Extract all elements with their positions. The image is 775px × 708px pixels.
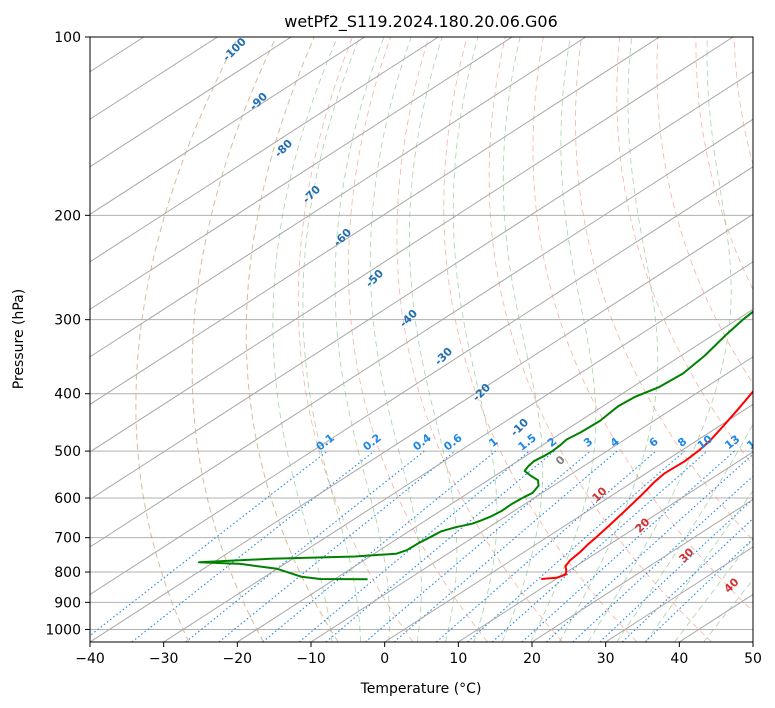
plot-area: 0.10.20.40.611.52346810131620253036-100-…	[90, 37, 764, 642]
y-tick-label: 300	[54, 313, 81, 329]
isotherm-line	[90, 37, 660, 405]
mixing-ratio-line	[90, 450, 328, 637]
isotherm-line	[163, 261, 753, 642]
x-tick-label: 40	[670, 651, 688, 667]
dry-adiabat-line	[348, 37, 488, 642]
x-tick-label: −30	[149, 651, 179, 667]
x-tick-label: 10	[449, 651, 467, 667]
y-tick-label: 200	[54, 208, 81, 224]
moist-adiabat-line	[703, 578, 753, 642]
x-tick-label: −20	[223, 651, 253, 667]
moist-adiabat-line	[587, 37, 732, 642]
mixing-ratio-label: 16	[744, 432, 764, 452]
moist-adiabat-line	[452, 37, 498, 642]
y-tick-label: 1000	[45, 622, 81, 638]
dry-adiabat-line	[191, 37, 277, 642]
moist-adiabat-line	[272, 37, 338, 642]
dry-adiabat-line	[297, 37, 414, 642]
x-tick-label: 50	[744, 651, 762, 667]
dry-adiabat-line	[245, 37, 339, 642]
dry-adiabat-line	[396, 37, 563, 642]
moist-adiabat-line	[334, 37, 390, 642]
skewed-isotherms	[90, 37, 753, 642]
dry-adiabat-line	[532, 37, 753, 612]
isotherm-line	[310, 356, 753, 642]
x-tick-label: 20	[523, 651, 541, 667]
moist-adiabat-line	[369, 37, 422, 642]
isotherm-line	[90, 37, 366, 215]
isotherm-line	[458, 451, 753, 642]
isotherm-line	[90, 37, 292, 168]
moist-adiabat-line	[616, 423, 753, 642]
plot-frame	[89, 36, 754, 643]
isotherm-line	[384, 403, 753, 642]
moist-adiabats	[272, 37, 753, 642]
x-tick-label: −10	[296, 651, 326, 667]
isotherm-line	[90, 37, 439, 263]
x-tick-label: 30	[597, 651, 615, 667]
moist-adiabat-line	[645, 489, 753, 642]
mixing-ratio-line	[185, 450, 425, 642]
sounding-profiles	[198, 310, 753, 581]
isotherm-line	[531, 498, 753, 642]
y-axis-label: Pressure (hPa)	[11, 289, 27, 389]
moist-adiabat-line	[674, 537, 753, 642]
axis-ticks: −40 −30 −20 −10 0 10 20 30 40 50 100 200 300 400 500 60…	[45, 30, 762, 667]
isobar-grid	[90, 37, 753, 630]
isotherm-line	[90, 37, 734, 453]
mixing-ratio-line	[218, 450, 456, 642]
dewpoint-profile-line	[198, 310, 753, 581]
isotherm-line	[90, 118, 753, 548]
y-tick-label: 500	[54, 444, 81, 460]
isotherm-line	[90, 213, 753, 642]
y-tick-label: 100	[54, 30, 81, 46]
dry-adiabat-line	[575, 37, 753, 541]
x-tick-label: 0	[380, 651, 389, 667]
isotherm-line	[90, 37, 587, 358]
moist-adiabat-line	[302, 37, 361, 642]
moist-adiabat-line	[409, 37, 458, 642]
mixing-ratio-line	[325, 450, 555, 642]
mixing-ratio-line	[262, 450, 497, 642]
y-tick-label: 600	[54, 491, 81, 507]
mixing-ratio-line	[521, 450, 735, 642]
mixing-ratio-line	[436, 450, 657, 642]
dry-adiabat-line	[488, 37, 712, 642]
dry-adiabats	[135, 37, 753, 642]
dry-adiabat-line	[135, 37, 239, 642]
mixing-ratio-line	[364, 450, 591, 642]
isotherm-line	[90, 166, 753, 596]
isotherm-line	[90, 37, 513, 310]
moist-adiabat-line	[501, 37, 544, 642]
isotherm-line	[237, 308, 753, 642]
x-axis-label: Temperature (°C)	[360, 681, 482, 697]
y-tick-label: 900	[54, 595, 81, 611]
temperature-profile-line	[541, 390, 753, 580]
y-tick-label: 800	[54, 565, 81, 581]
dry-adiabat-line	[443, 37, 638, 642]
isotherm-line	[90, 71, 753, 501]
dry-adiabat-line	[656, 37, 753, 385]
chart-title: wetPf2_S119.2024.180.20.06.G06	[284, 12, 558, 32]
y-tick-label: 700	[54, 531, 81, 547]
x-tick-label: −40	[75, 651, 105, 667]
y-tick-label: 400	[54, 387, 81, 403]
mixing-ratio-line	[298, 450, 530, 642]
